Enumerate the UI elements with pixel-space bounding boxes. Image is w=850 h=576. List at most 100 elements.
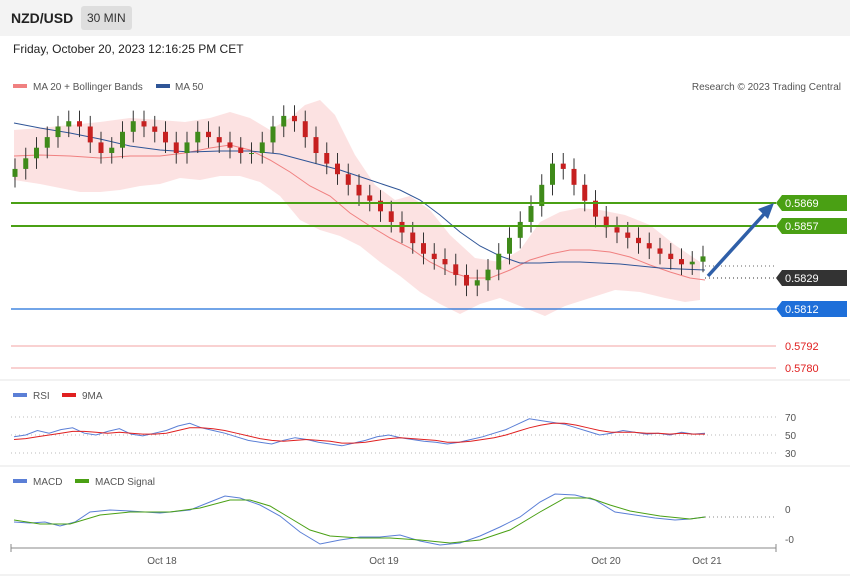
- chart-datetime: Friday, October 20, 2023 12:16:25 PM CET: [13, 42, 244, 56]
- candle: [474, 280, 480, 286]
- rsi-tick-70: 70: [785, 413, 797, 424]
- legend-rsi-label: RSI: [33, 391, 50, 402]
- candle: [689, 261, 695, 265]
- candle: [173, 142, 179, 154]
- candle: [23, 158, 29, 169]
- level-tag-0.5857: [776, 218, 847, 234]
- candle: [292, 115, 297, 122]
- x-tick-oct20: Oct 20: [591, 556, 621, 567]
- candle: [517, 221, 523, 238]
- candle: [593, 200, 598, 217]
- candle: [410, 232, 416, 244]
- level-label-0.5792: 0.5792: [785, 341, 819, 353]
- projection-arrow: [706, 210, 768, 278]
- x-tick-oct21: Oct 21: [692, 556, 722, 567]
- candle: [206, 131, 211, 138]
- x-tick-oct19: Oct 19: [369, 556, 399, 567]
- candle: [152, 126, 158, 132]
- legend-swatch-ma50: [156, 84, 170, 88]
- candle: [324, 153, 330, 164]
- level-tag-label: 0.5829: [785, 273, 819, 285]
- rsi-tick-50: 50: [785, 431, 797, 442]
- candle: [66, 121, 72, 127]
- candle: [120, 131, 125, 148]
- bollinger-band-area: [14, 100, 700, 316]
- projection-arrowhead-icon: [758, 203, 774, 219]
- legend-ma50-label: MA 50: [175, 82, 204, 93]
- candle: [44, 137, 50, 148]
- candle: [539, 184, 545, 207]
- candle: [195, 131, 201, 143]
- candle: [141, 121, 147, 127]
- candle: [378, 200, 383, 212]
- candle: [313, 137, 319, 154]
- candle: [496, 253, 502, 270]
- instrument-title: NZD/USD: [11, 10, 74, 26]
- x-tick-oct18: Oct 18: [147, 556, 177, 567]
- legend-rsi-ma-label: 9MA: [82, 391, 103, 402]
- candle: [582, 184, 588, 201]
- candle: [345, 174, 351, 185]
- candle: [507, 237, 512, 254]
- candle: [259, 142, 265, 154]
- candle: [571, 168, 577, 185]
- candle: [249, 153, 254, 155]
- candle: [528, 206, 534, 222]
- candle: [421, 243, 426, 254]
- candle: [281, 115, 287, 127]
- level-tag-label: 0.5812: [785, 304, 819, 316]
- rsi-ma-line: [13, 422, 705, 444]
- candle: [34, 147, 39, 159]
- legend-swatch-macd: [13, 479, 27, 483]
- candle: [356, 184, 362, 196]
- candle: [227, 142, 233, 148]
- legend-swatch-macd-signal: [75, 479, 89, 483]
- candle: [464, 274, 469, 286]
- ma50-line: [13, 122, 706, 271]
- candle: [184, 142, 190, 154]
- header-bar: NZD/USD 30 MIN: [0, 0, 850, 36]
- candle: [238, 147, 244, 154]
- candle: [668, 253, 674, 260]
- level-tag-0.5812: [776, 301, 847, 317]
- candle: [367, 195, 373, 201]
- candlestick-series: [12, 105, 706, 297]
- timeframe-button[interactable]: 30 MIN: [81, 6, 132, 30]
- candle: [270, 126, 276, 143]
- rsi-tick-30: 30: [785, 449, 797, 460]
- legend-swatch-ma20: [13, 84, 27, 88]
- macd-tick-0: 0: [785, 505, 791, 516]
- legend-ma20-label: MA 20 + Bollinger Bands: [33, 82, 143, 93]
- candle: [87, 126, 93, 143]
- copyright-text: Research © 2023 Trading Central: [692, 82, 841, 93]
- candle: [399, 221, 405, 233]
- candle: [335, 163, 340, 175]
- candle: [163, 131, 168, 143]
- candle: [109, 147, 115, 154]
- candle: [302, 121, 308, 138]
- candle: [679, 259, 684, 265]
- macd-signal-line: [13, 497, 706, 544]
- candle: [625, 232, 631, 238]
- legend-swatch-rsi-ma: [62, 393, 76, 397]
- candle: [700, 256, 706, 262]
- level-label-0.5780: 0.5780: [785, 363, 819, 375]
- candle: [388, 211, 394, 222]
- candle: [216, 137, 222, 143]
- candle: [442, 259, 448, 265]
- candle: [550, 163, 555, 185]
- level-tag-label: 0.5857: [785, 221, 819, 233]
- candle: [603, 216, 609, 228]
- candle: [636, 237, 641, 244]
- legend-swatch-rsi: [13, 393, 27, 397]
- legend-macd-signal-label: MACD Signal: [95, 477, 155, 488]
- candle: [646, 243, 652, 249]
- candle: [98, 142, 104, 154]
- level-tag-label: 0.5869: [785, 198, 819, 210]
- macd-tick-neg: -0: [785, 535, 794, 546]
- level-tag-0.5869: [776, 195, 847, 211]
- candle: [560, 163, 566, 169]
- level-tag-0.5829: [776, 270, 847, 286]
- candle: [657, 248, 663, 254]
